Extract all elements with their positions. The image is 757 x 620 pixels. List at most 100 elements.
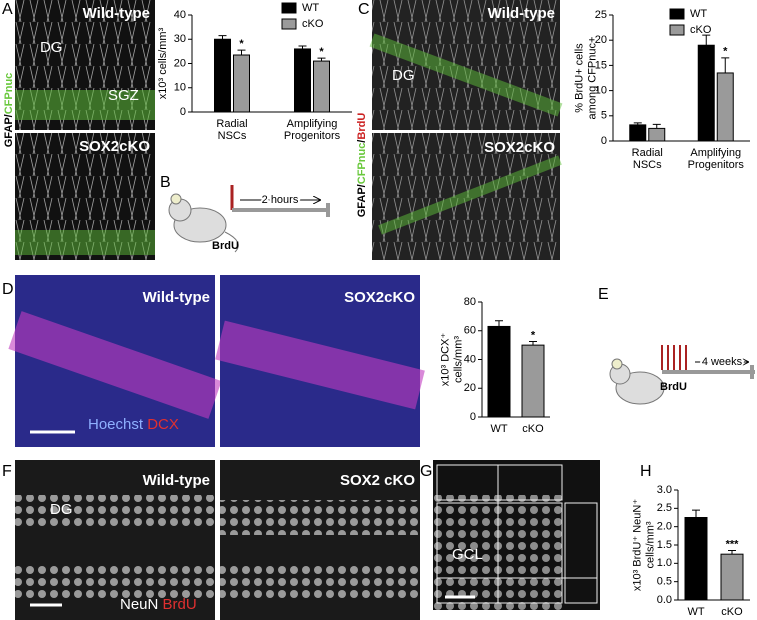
y-axis-label: among CFPnuc+ — [586, 37, 598, 120]
x-tick-label: cKO — [721, 606, 743, 618]
bar — [487, 325, 511, 418]
error-bar — [495, 320, 503, 327]
significance: * — [319, 46, 324, 58]
panel-letter: F — [2, 463, 12, 480]
legend-label: WT — [302, 2, 319, 14]
x-tick-label: WT — [490, 423, 507, 435]
panel-letter: B — [160, 174, 171, 191]
y-axis-label: x10³ cells/mm³ — [157, 27, 169, 99]
error-bar — [298, 45, 307, 49]
significance: * — [239, 38, 244, 50]
image-label: SGZ — [108, 87, 139, 104]
y-tick-label: 60 — [464, 325, 476, 337]
y-tick-label: 3.0 — [657, 484, 672, 496]
y-tick-label: 0 — [180, 106, 186, 118]
error-bar — [317, 57, 326, 62]
panel-a-images: Wild-type DG SGZ SOX2cKO — [15, 0, 155, 260]
bar — [629, 124, 647, 142]
legend-label: cKO — [690, 24, 712, 36]
y-tick-label: 10 — [174, 82, 186, 94]
y-tick-label: 0 — [601, 135, 607, 147]
y-axis-label: x10³ DCX⁺ — [439, 333, 451, 387]
stain-label: GFAP/CFPnuc — [3, 73, 15, 148]
bar — [214, 38, 231, 113]
y-tick-label: 0.0 — [657, 594, 672, 606]
image-label: Wild-type — [143, 472, 210, 489]
timeline-label: 2 hours — [262, 194, 299, 206]
image-label: SOX2cKO — [344, 289, 415, 306]
panel-f-images: Wild-type SOX2 cKO DG NeuN BrdU — [15, 460, 420, 620]
error-bar — [728, 550, 736, 555]
drug-label: BrdU — [212, 240, 239, 252]
image-label: GCL — [452, 546, 483, 563]
image-label: DG — [392, 67, 415, 84]
panel-b-diagram: 2 hours BrdU — [168, 185, 330, 253]
y-tick-label: 25 — [595, 9, 607, 21]
panel-c-images: Wild-type DG SOX2cKO — [369, 0, 563, 260]
image-label: Wild-type — [143, 289, 210, 306]
error-bar — [692, 509, 700, 518]
y-tick-label: 0.5 — [657, 576, 672, 588]
y-tick-label: 30 — [174, 33, 186, 45]
significance: * — [531, 329, 536, 341]
legend-swatch — [669, 24, 685, 36]
panel-letter: C — [358, 1, 370, 18]
x-tick-label: WT — [687, 606, 704, 618]
y-axis-label: cells/mm³ — [644, 521, 656, 568]
significance: *** — [726, 538, 740, 550]
panel-letter: D — [2, 281, 14, 298]
error-bar — [237, 49, 246, 56]
panel-letter: E — [598, 286, 609, 303]
bar — [313, 60, 330, 113]
drug-label: BrdU — [660, 381, 687, 393]
y-tick-label: 20 — [595, 34, 607, 46]
bar — [521, 344, 545, 418]
y-tick-label: 20 — [464, 382, 476, 394]
legend-swatch — [669, 8, 685, 20]
y-tick-label: 40 — [174, 9, 186, 21]
y-tick-label: 80 — [464, 296, 476, 308]
x-tick-label: Amplifying Progenitors — [688, 147, 745, 171]
bar — [648, 127, 666, 142]
image-label: DG — [40, 39, 63, 56]
stain-label: Hoechst DCX — [88, 416, 179, 433]
panel-g-image: GCL — [433, 460, 600, 610]
bar — [697, 44, 715, 142]
x-tick-label: Amplifying Progenitors — [284, 118, 341, 142]
image-label: SOX2cKO — [484, 139, 555, 156]
panel-letter: H — [640, 463, 652, 480]
image-label: SOX2cKO — [79, 138, 150, 155]
y-tick-label: 2.5 — [657, 502, 672, 514]
y-tick-label: 2.0 — [657, 521, 672, 533]
legend-label: WT — [690, 8, 707, 20]
x-tick-label: Radial NSCs — [632, 147, 663, 171]
x-tick-label: cKO — [522, 423, 544, 435]
bar — [294, 48, 311, 113]
image-label: DG — [50, 501, 73, 518]
error-bar — [529, 341, 537, 346]
y-tick-label: 20 — [174, 57, 186, 69]
y-tick-label: 5 — [601, 110, 607, 122]
panel-e-diagram: 4 weeks BrdU — [609, 345, 755, 405]
error-bar — [652, 123, 661, 129]
y-axis-label: x10³ BrdU⁺ NeuN⁺ — [631, 499, 643, 592]
y-tick-label: 40 — [464, 353, 476, 365]
bar — [233, 54, 250, 113]
significance: * — [723, 46, 728, 58]
image-label: SOX2 cKO — [340, 472, 415, 489]
stain-label: GFAP/CFPnuc/BrdU — [356, 113, 368, 218]
panel-letter: G — [420, 463, 432, 480]
y-tick-label: 0 — [470, 411, 476, 423]
y-tick-label: 1.0 — [657, 557, 672, 569]
image-label: Wild-type — [83, 5, 150, 22]
error-bar — [218, 35, 227, 40]
y-tick-label: 15 — [595, 59, 607, 71]
legend-swatch — [281, 18, 297, 30]
image-label: Wild-type — [488, 5, 555, 22]
y-tick-label: 10 — [595, 85, 607, 97]
panel-d-images: Wild-type SOX2cKO Hoechst DCX — [8, 275, 425, 447]
legend-label: cKO — [302, 18, 324, 30]
bar — [720, 553, 744, 601]
bar — [684, 517, 708, 601]
